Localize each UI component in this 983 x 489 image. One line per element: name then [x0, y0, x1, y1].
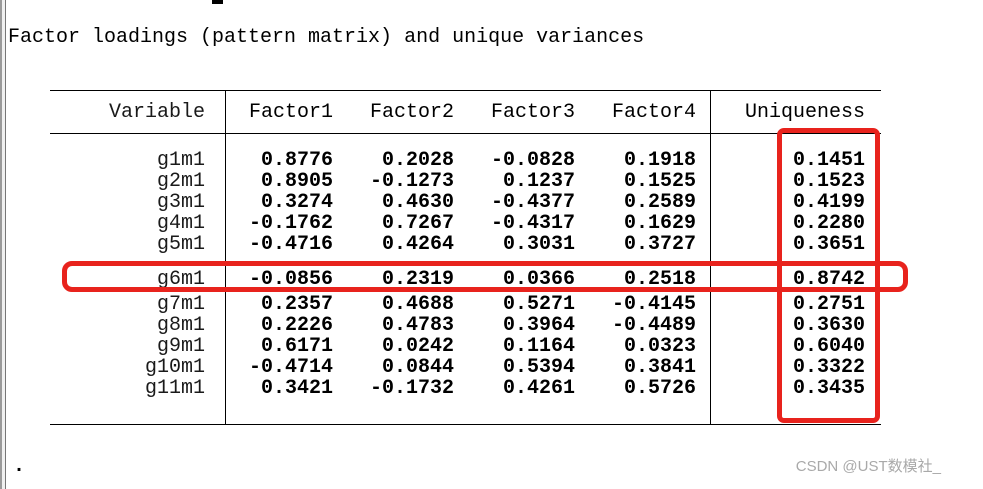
cell-variable: g6m1 [156, 268, 205, 291]
cell-variable: g8m1 [156, 314, 205, 337]
cell-factor4: 0.1629 [623, 212, 696, 235]
cell-factor4: 0.3727 [623, 233, 696, 256]
cell-factor1: 0.3421 [260, 377, 333, 400]
table-row: g4m1 -0.1762 0.7267 -0.4317 0.1629 0.228… [50, 213, 881, 234]
cell-factor2: 0.4688 [381, 293, 454, 316]
header-uniqueness: Uniqueness [744, 100, 865, 124]
cell-factor2: 0.4783 [381, 314, 454, 337]
cell-variable: g2m1 [156, 170, 205, 193]
header-factor4: Factor4 [611, 100, 696, 124]
cell-factor2: -0.1273 [369, 170, 454, 193]
cell-factor4: 0.2589 [623, 191, 696, 214]
cell-uniqueness: 0.3630 [792, 314, 865, 337]
cell-variable: g3m1 [156, 191, 205, 214]
table-body: g1m1 0.8776 0.2028 -0.0828 0.1918 0.1451… [50, 134, 881, 425]
cell-variable: g11m1 [144, 377, 205, 400]
table-row: g5m1 -0.4716 0.4264 0.3031 0.3727 0.3651 [50, 234, 881, 255]
cell-uniqueness: 0.2280 [792, 212, 865, 235]
cell-variable: g9m1 [156, 335, 205, 358]
table-row: g6m1 -0.0856 0.2319 0.0366 0.2518 0.8742 [50, 269, 881, 290]
cell-factor2: 0.7267 [381, 212, 454, 235]
highlight-row-g6m1 [62, 261, 908, 292]
window-left-edge [0, 0, 6, 489]
table-header-row: Variable Factor1 Factor2 Factor3 Factor4… [50, 91, 881, 134]
cell-factor1: 0.8776 [260, 149, 333, 172]
cell-factor3: 0.3964 [502, 314, 575, 337]
table-row: g2m1 0.8905 -0.1273 0.1237 0.1525 0.1523 [50, 171, 881, 192]
highlight-uniqueness-column [777, 128, 880, 423]
header-factor1: Factor1 [248, 100, 333, 124]
factor-loadings-table: Variable Factor1 Factor2 Factor3 Factor4… [50, 90, 881, 425]
cell-factor1: -0.4716 [248, 233, 333, 256]
cell-uniqueness: 0.3651 [792, 233, 865, 256]
cell-factor2: 0.0844 [381, 356, 454, 379]
cell-factor2: 0.0242 [381, 335, 454, 358]
cell-factor1: -0.4714 [248, 356, 333, 379]
cell-factor3: 0.0366 [502, 268, 575, 291]
cell-factor4: 0.3841 [623, 356, 696, 379]
cell-factor2: -0.1732 [369, 377, 454, 400]
csdn-watermark: CSDN @UST数模社_ [795, 458, 941, 475]
cell-factor1: -0.0856 [248, 268, 333, 291]
cell-factor4: 0.0323 [623, 335, 696, 358]
clipped-text-remnant [212, 0, 223, 4]
cell-factor1: 0.3274 [260, 191, 333, 214]
stata-prompt: . [13, 455, 26, 478]
header-factor2: Factor2 [369, 100, 454, 124]
table-row: g9m1 0.6171 0.0242 0.1164 0.0323 0.6040 [50, 336, 881, 357]
cell-factor3: -0.0828 [490, 149, 575, 172]
cell-factor1: 0.2357 [260, 293, 333, 316]
cell-factor4: 0.1525 [623, 170, 696, 193]
cell-factor4: -0.4145 [611, 293, 696, 316]
cell-factor4: 0.5726 [623, 377, 696, 400]
cell-factor3: 0.5394 [502, 356, 575, 379]
table-row: g1m1 0.8776 0.2028 -0.0828 0.1918 0.1451 [50, 150, 881, 171]
table-row: g3m1 0.3274 0.4630 -0.4377 0.2589 0.4199 [50, 192, 881, 213]
cell-uniqueness: 0.1523 [792, 170, 865, 193]
cell-factor1: 0.8905 [260, 170, 333, 193]
cell-factor3: -0.4317 [490, 212, 575, 235]
cell-uniqueness: 0.3435 [792, 377, 865, 400]
cell-factor1: 0.2226 [260, 314, 333, 337]
cell-factor4: -0.4489 [611, 314, 696, 337]
cell-uniqueness: 0.1451 [792, 149, 865, 172]
cell-factor4: 0.2518 [623, 268, 696, 291]
cell-variable: g4m1 [156, 212, 205, 235]
cell-factor2: 0.2028 [381, 149, 454, 172]
cell-factor3: 0.4261 [502, 377, 575, 400]
cell-factor2: 0.2319 [381, 268, 454, 291]
cell-factor3: -0.4377 [490, 191, 575, 214]
cell-variable: g7m1 [156, 293, 205, 316]
header-factor3: Factor3 [490, 100, 575, 124]
cell-factor3: 0.5271 [502, 293, 575, 316]
output-title: Factor loadings (pattern matrix) and uni… [8, 26, 645, 49]
table-divider-variable [225, 90, 226, 424]
cell-uniqueness: 0.2751 [792, 293, 865, 316]
cell-variable: g1m1 [156, 149, 205, 172]
cell-uniqueness: 0.4199 [792, 191, 865, 214]
cell-uniqueness: 0.8742 [792, 268, 865, 291]
table-row: g7m1 0.2357 0.4688 0.5271 -0.4145 0.2751 [50, 294, 881, 315]
cell-uniqueness: 0.3322 [792, 356, 865, 379]
cell-factor2: 0.4630 [381, 191, 454, 214]
cell-variable: g5m1 [156, 233, 205, 256]
cell-factor3: 0.1237 [502, 170, 575, 193]
cell-variable: g10m1 [144, 356, 205, 379]
cell-factor2: 0.4264 [381, 233, 454, 256]
cell-factor3: 0.1164 [502, 335, 575, 358]
table-divider-uniqueness [710, 90, 711, 424]
table-row: g11m1 0.3421 -0.1732 0.4261 0.5726 0.343… [50, 378, 881, 399]
table-row: g8m1 0.2226 0.4783 0.3964 -0.4489 0.3630 [50, 315, 881, 336]
cell-factor3: 0.3031 [502, 233, 575, 256]
cell-uniqueness: 0.6040 [792, 335, 865, 358]
table-row: g10m1 -0.4714 0.0844 0.5394 0.3841 0.332… [50, 357, 881, 378]
header-variable: Variable [108, 100, 205, 124]
cell-factor1: -0.1762 [248, 212, 333, 235]
cell-factor1: 0.6171 [260, 335, 333, 358]
cell-factor4: 0.1918 [623, 149, 696, 172]
